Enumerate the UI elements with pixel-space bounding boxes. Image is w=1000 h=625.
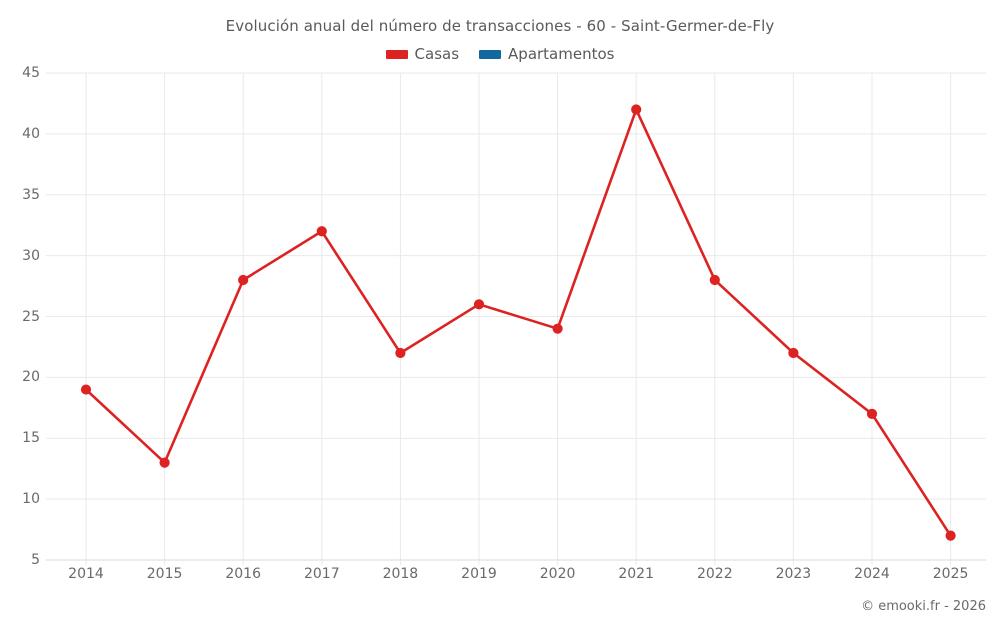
y-axis-tick-label: 20 (22, 369, 40, 386)
y-axis-tick-label: 45 (22, 65, 40, 81)
x-axis-tick-label: 2024 (854, 566, 890, 582)
y-axis-tick-label: 10 (22, 491, 40, 508)
plot-area (46, 68, 986, 565)
y-axis-tick-label: 35 (22, 186, 40, 203)
data-point-marker[interactable] (631, 104, 642, 115)
data-point-marker[interactable] (709, 274, 720, 286)
x-axis-tick-label: 2017 (303, 566, 340, 582)
x-axis-tick-label: 2015 (146, 566, 183, 582)
legend-item-casas[interactable]: Casas (385, 45, 460, 63)
data-point-marker[interactable] (866, 408, 878, 419)
x-axis-tick-label: 2020 (539, 566, 576, 582)
y-axis-tick-labels: 5 10 15 20 25 30 35 40 45 (0, 65, 40, 568)
line-swatch-icon (385, 49, 408, 59)
series-line (84, 108, 952, 537)
x-axis-tick-label: 2014 (68, 566, 104, 582)
y-axis-tick-label: 5 (31, 552, 40, 568)
data-point-marker[interactable] (552, 323, 563, 334)
legend-item-apartamentos[interactable]: Apartamentos (479, 45, 614, 63)
grid-lines (46, 72, 986, 565)
y-axis-tick-label: 40 (22, 125, 40, 142)
data-point-marker[interactable] (159, 457, 170, 468)
y-axis-tick-label: 25 (22, 308, 40, 325)
legend-label-apartamentos: Apartamentos (508, 45, 615, 63)
y-axis-tick-label: 15 (22, 430, 40, 447)
data-point-marker[interactable] (80, 384, 92, 395)
series-casas (80, 104, 956, 541)
x-axis-tick-label: 2022 (696, 566, 733, 582)
x-axis-tick-label: 2021 (618, 566, 654, 582)
plot-svg (46, 72, 986, 565)
data-point-marker[interactable] (945, 530, 956, 541)
x-axis-tick-label: 2023 (775, 566, 812, 582)
data-point-marker[interactable] (788, 347, 799, 359)
x-axis-tick-label: 2016 (225, 566, 261, 582)
x-axis-tick-label: 2025 (932, 566, 969, 582)
data-point-marker[interactable] (395, 347, 406, 359)
footer-credit: © emooki.fr - 2026 (861, 599, 986, 614)
legend-label-casas: Casas (414, 45, 460, 63)
chart-title: Evolución anual del número de transaccio… (225, 17, 775, 35)
data-point-marker[interactable] (473, 299, 485, 310)
line-swatch-icon (479, 49, 502, 59)
data-point-marker[interactable] (238, 274, 249, 286)
chart-legend: Casas Apartamentos (0, 45, 1000, 63)
x-axis-tick-labels: 2014 2015 2016 2017 2018 2019 2020 2021 2022 2023… (46, 566, 986, 590)
y-axis-tick-label: 30 (22, 247, 40, 264)
x-axis-tick-label: 2018 (382, 566, 419, 582)
data-point-marker[interactable] (316, 226, 327, 237)
x-axis-tick-label: 2019 (461, 566, 497, 582)
